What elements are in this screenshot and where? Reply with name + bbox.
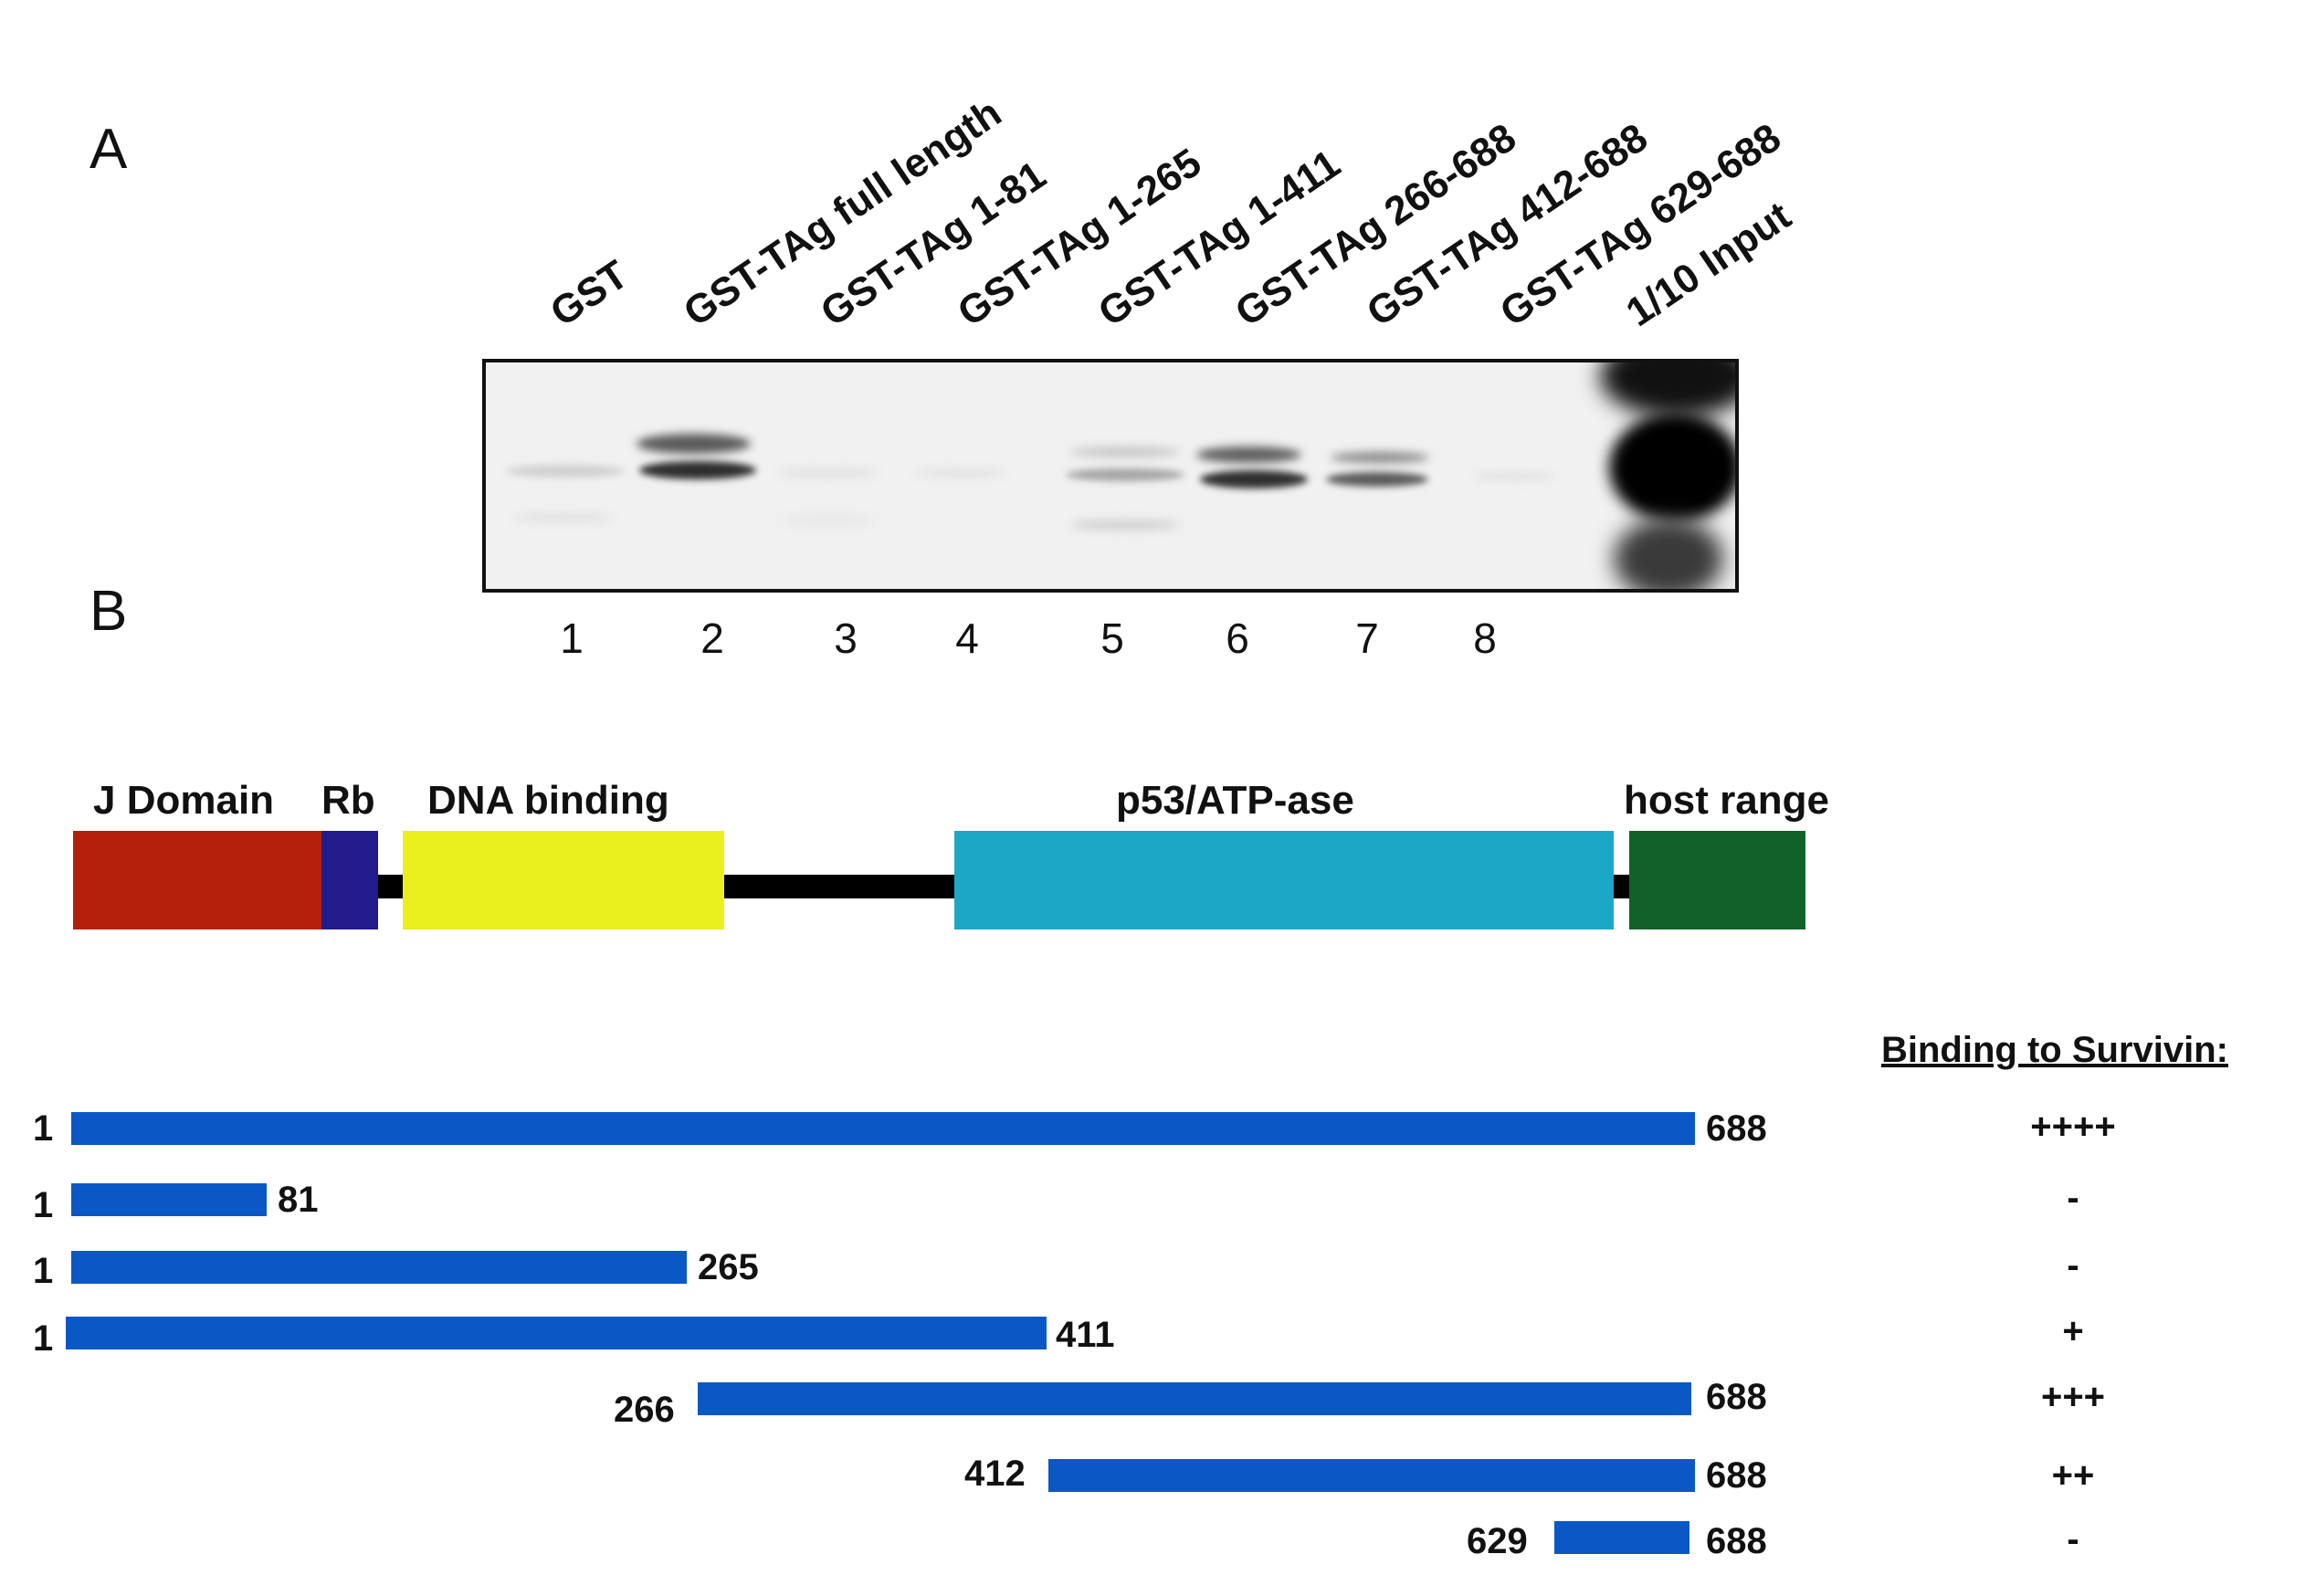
fragment-bar	[698, 1382, 1691, 1415]
fragment-end: 688	[1706, 1521, 1767, 1561]
binding-value: -	[2067, 1519, 2079, 1559]
fragment-start: 266	[614, 1390, 675, 1430]
binding-value: +	[2062, 1311, 2084, 1351]
blot-band	[1326, 472, 1428, 487]
fragment-start: 1	[33, 1185, 54, 1225]
fragment-start: 1	[33, 1108, 54, 1149]
western-blot-image	[482, 359, 1739, 593]
fragment-end: 81	[278, 1180, 319, 1220]
fragment-bar	[71, 1251, 687, 1284]
j-domain-block	[73, 831, 321, 929]
domain-label-rb: Rb	[321, 778, 375, 823]
lane-label: GST	[542, 251, 637, 336]
domain-label-host-range: host range	[1624, 778, 1829, 823]
blot-band	[1066, 468, 1184, 481]
domain-label-j: J Domain	[93, 778, 275, 823]
lane-number: 1	[560, 614, 584, 662]
blot-band	[637, 434, 751, 454]
binding-value: +++	[2040, 1377, 2106, 1417]
binding-value: ++	[2051, 1455, 2095, 1496]
lane-number: 8	[1473, 614, 1497, 662]
panel-a-letter: A	[89, 118, 128, 181]
fragment-bar	[1554, 1521, 1689, 1554]
fragment-start: 1	[33, 1318, 54, 1359]
blot-band	[1609, 413, 1735, 522]
fragment-bar	[66, 1317, 1047, 1349]
fragment-bar	[71, 1112, 1695, 1145]
fragment-end: 688	[1706, 1455, 1767, 1496]
blot-band	[639, 461, 756, 479]
fragment-bar	[71, 1183, 267, 1216]
lane-label: GST-TAg 1-265	[950, 140, 1210, 336]
blot-band	[915, 468, 1006, 478]
lane-number: 7	[1355, 614, 1379, 662]
rb-block	[321, 831, 378, 929]
lane-number: 3	[834, 614, 858, 662]
blot-band	[506, 465, 625, 478]
lane-number: 2	[700, 614, 724, 662]
fragment-start: 1	[33, 1251, 54, 1291]
fragment-start: 412	[964, 1454, 1026, 1494]
blot-band	[1614, 518, 1723, 589]
blot-band	[778, 468, 879, 478]
blot-band	[783, 516, 874, 525]
domain-label-dna-binding: DNA binding	[427, 778, 669, 823]
fragment-end: 265	[698, 1247, 759, 1287]
blot-band	[513, 513, 614, 522]
domain-label-p53-atpase: p53/ATP-ase	[1116, 778, 1354, 823]
blot-band	[1331, 452, 1429, 463]
binding-value: -	[2067, 1178, 2079, 1218]
fragment-end: 688	[1706, 1377, 1767, 1417]
lane-number: 6	[1226, 614, 1249, 662]
binding-value: ++++	[2030, 1107, 2116, 1147]
lane-number: 4	[955, 614, 979, 662]
blot-band	[1472, 472, 1554, 481]
panel-b-letter: B	[89, 580, 128, 643]
lane-label: GST-TAg 1-411	[1090, 141, 1349, 336]
fragment-start: 629	[1467, 1521, 1528, 1561]
host-range-block	[1629, 831, 1805, 929]
dna-binding-block	[403, 831, 724, 929]
blot-band	[1070, 446, 1180, 457]
binding-value: -	[2067, 1245, 2079, 1286]
binding-header: Binding to Survivin:	[1881, 1030, 2228, 1070]
blot-band	[1200, 470, 1308, 488]
fragment-bar	[1048, 1459, 1695, 1492]
fragment-end: 688	[1706, 1108, 1767, 1149]
lane-number: 5	[1100, 614, 1124, 662]
blot-band	[1196, 446, 1301, 463]
fragment-end: 411	[1056, 1315, 1115, 1355]
p53-atpase-block	[954, 831, 1614, 929]
blot-band	[1070, 520, 1180, 530]
blot-band	[1600, 362, 1735, 417]
